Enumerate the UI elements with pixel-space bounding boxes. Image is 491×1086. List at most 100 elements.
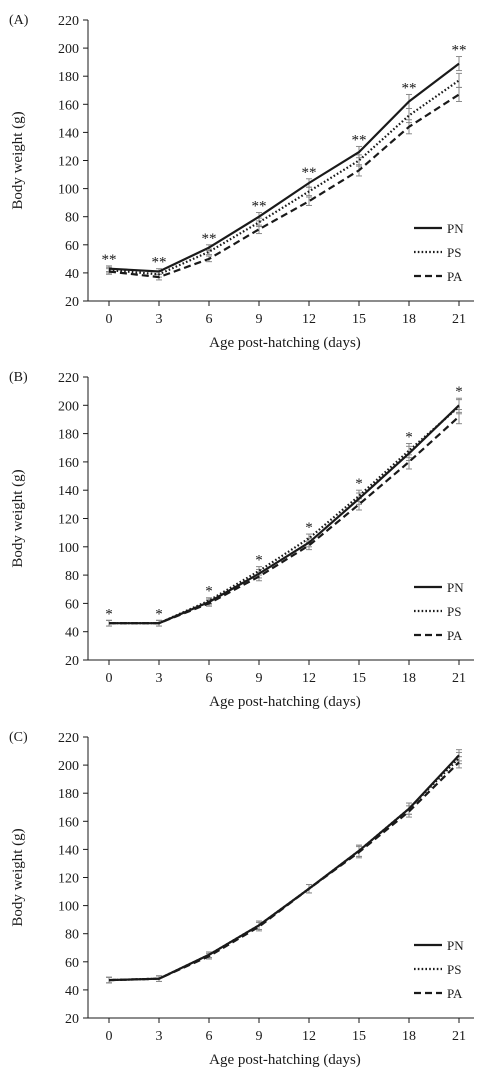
y-tick-label: 60 [65,597,79,612]
x-axis-title: Age post-hatching (days) [209,335,361,351]
y-tick-label: 220 [58,731,79,746]
y-tick-label: 80 [65,211,79,226]
legend-label-pn: PN [447,938,464,953]
y-tick-label: 120 [58,155,79,170]
y-tick-label: 180 [58,428,79,443]
x-tick-label: 18 [402,671,416,686]
significance-marker: * [155,606,163,622]
y-tick-label: 20 [65,1012,79,1027]
y-tick-label: 20 [65,295,79,310]
y-tick-label: 120 [58,872,79,887]
legend-label-ps: PS [447,604,461,619]
y-tick-label: 20 [65,654,79,669]
significance-marker: ** [352,132,367,148]
y-tick-label: 60 [65,239,79,254]
y-tick-label: 80 [65,569,79,584]
x-tick-label: 9 [256,312,263,327]
significance-marker: * [255,553,263,569]
panel-label: (C) [9,730,28,745]
series-line-pn [108,754,460,982]
x-tick-label: 21 [452,312,466,327]
x-tick-label: 3 [156,312,163,327]
series-line-pa [108,761,460,982]
x-tick-label: 15 [352,671,366,686]
y-tick-label: 180 [58,70,79,85]
y-tick-label: 220 [58,371,79,386]
x-tick-label: 6 [206,312,213,327]
significance-marker: ** [252,198,267,214]
y-tick-label: 220 [58,14,79,29]
significance-marker: ** [452,43,467,59]
significance-marker: ** [302,165,317,181]
series-line-pa [108,93,460,279]
y-tick-label: 80 [65,928,79,943]
legend-label-pa: PA [447,269,463,284]
significance-marker: * [355,476,363,492]
y-tick-label: 160 [58,456,79,471]
x-axis-title: Age post-hatching (days) [209,694,361,710]
y-axis-title: Body weight (g) [10,828,26,926]
x-tick-label: 6 [206,1029,213,1044]
significance-marker: * [205,584,213,600]
y-tick-label: 180 [58,787,79,802]
series-line-ps [108,79,460,276]
x-tick-label: 15 [352,1029,366,1044]
y-tick-label: 200 [58,399,79,414]
y-tick-label: 100 [58,541,79,556]
y-tick-label: 120 [58,513,79,528]
x-tick-label: 3 [156,1029,163,1044]
legend-label-pa: PA [447,986,463,1001]
chart-panel-a: (A) 20 40 60 80 100 120 140 160 180 200 220 0 3 6 9 12 15… [9,13,474,351]
y-tick-label: 40 [65,984,79,999]
y-tick-label: 60 [65,956,79,971]
legend-label-pn: PN [447,580,464,595]
x-tick-label: 18 [402,312,416,327]
y-tick-label: 160 [58,98,79,113]
x-tick-label: 0 [106,312,113,327]
legend-label-ps: PS [447,245,461,260]
x-tick-label: 9 [256,671,263,686]
chart-panel-c: (C) 20 40 60 80 100 120 140 160 180 200 220 0 3 6 9 12 15… [9,730,474,1068]
x-tick-label: 21 [452,1029,466,1044]
y-tick-label: 100 [58,900,79,915]
chart-panel-b: (B) 20 40 60 80 100 120 140 160 180 200 220 0 3 6 9 12 15… [9,370,474,710]
y-tick-label: 160 [58,815,79,830]
x-tick-label: 12 [302,1029,316,1044]
y-tick-label: 200 [58,759,79,774]
series-line-pa [109,415,460,625]
significance-marker: * [105,606,113,622]
significance-marker: ** [202,231,217,247]
significance-marker: * [405,430,413,446]
legend-label-ps: PS [447,962,461,977]
y-tick-label: 40 [65,267,79,282]
significance-marker: ** [152,255,167,271]
y-axis-title: Body weight (g) [10,469,26,567]
y-tick-label: 140 [58,843,79,858]
series-line-ps [108,757,460,982]
series-line-pn [108,62,460,273]
x-tick-label: 18 [402,1029,416,1044]
y-tick-label: 140 [58,126,79,141]
x-axis-title: Age post-hatching (days) [209,1052,361,1068]
x-tick-label: 0 [106,671,113,686]
y-tick-label: 100 [58,183,79,198]
x-tick-label: 15 [352,312,366,327]
significance-marker: ** [102,252,117,268]
y-tick-label: 200 [58,42,79,57]
legend-label-pa: PA [447,628,463,643]
significance-marker: * [455,384,463,400]
x-tick-label: 0 [106,1029,113,1044]
significance-marker: ** [402,80,417,96]
x-tick-label: 12 [302,312,316,327]
x-tick-label: 6 [206,671,213,686]
panel-label: (A) [9,13,29,28]
y-tick-label: 40 [65,626,79,641]
x-tick-label: 21 [452,671,466,686]
legend-label-pn: PN [447,221,464,236]
x-tick-label: 9 [256,1029,263,1044]
x-tick-label: 12 [302,671,316,686]
significance-marker: * [305,520,313,536]
y-axis-title: Body weight (g) [10,111,26,209]
y-tick-label: 140 [58,484,79,499]
